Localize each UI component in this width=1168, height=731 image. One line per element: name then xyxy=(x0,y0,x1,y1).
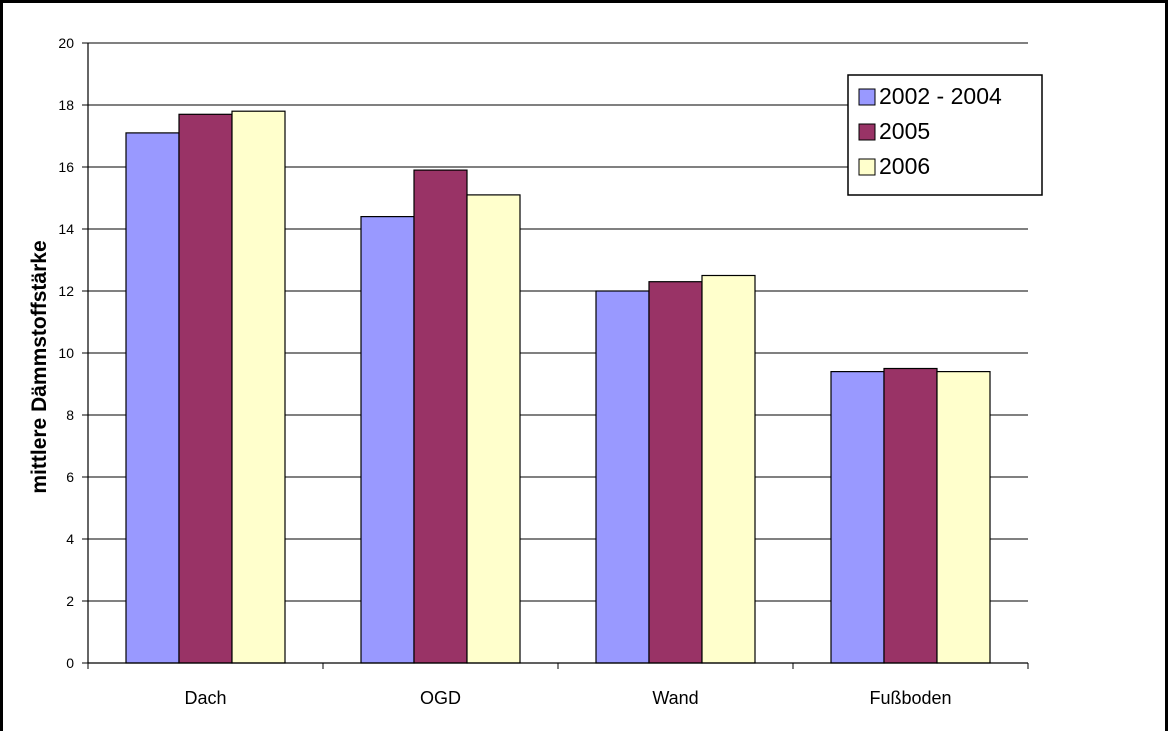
legend-label: 2006 xyxy=(879,153,930,179)
y-tick-label: 0 xyxy=(66,655,74,671)
y-tick-label: 4 xyxy=(66,531,74,547)
y-tick-label: 2 xyxy=(66,593,74,609)
y-tick-label: 14 xyxy=(58,221,74,237)
y-tick-label: 8 xyxy=(66,407,74,423)
bar xyxy=(125,132,180,664)
x-tick-label: Fußboden xyxy=(869,688,951,708)
bar xyxy=(830,371,885,664)
bar xyxy=(595,290,650,664)
x-tick-labels: Dach OGD Wand Fußboden xyxy=(184,688,951,708)
legend-label: 2005 xyxy=(879,118,930,144)
bars xyxy=(125,110,991,664)
axes xyxy=(82,42,1029,669)
bar xyxy=(466,194,521,664)
legend-swatch xyxy=(858,158,876,176)
legend: 2002 - 2004 2005 2006 xyxy=(847,74,1043,196)
legend-swatch xyxy=(858,123,876,141)
bar xyxy=(936,371,991,664)
y-tick-label: 20 xyxy=(58,35,74,51)
bar xyxy=(231,110,286,664)
bar xyxy=(178,113,233,664)
legend-swatch xyxy=(858,88,876,106)
y-axis-label: mittlere Dämmstoffstärke xyxy=(28,240,51,493)
bar xyxy=(648,281,703,664)
y-tick-label: 18 xyxy=(58,97,74,113)
legend-label: 2002 - 2004 xyxy=(879,83,1002,109)
bar xyxy=(413,169,468,664)
bar xyxy=(883,367,938,664)
bar xyxy=(360,216,415,664)
y-tick-label: 12 xyxy=(58,283,74,299)
y-tick-label: 16 xyxy=(58,159,74,175)
y-tick-labels: 0 2 4 6 8 10 12 14 16 18 20 xyxy=(58,35,74,671)
x-tick-label: Wand xyxy=(652,688,698,708)
y-tick-label: 10 xyxy=(58,345,74,361)
y-tick-label: 6 xyxy=(66,469,74,485)
x-tick-label: OGD xyxy=(420,688,461,708)
legend-box xyxy=(847,74,1043,196)
bar xyxy=(701,274,756,664)
x-tick-label: Dach xyxy=(184,688,226,708)
